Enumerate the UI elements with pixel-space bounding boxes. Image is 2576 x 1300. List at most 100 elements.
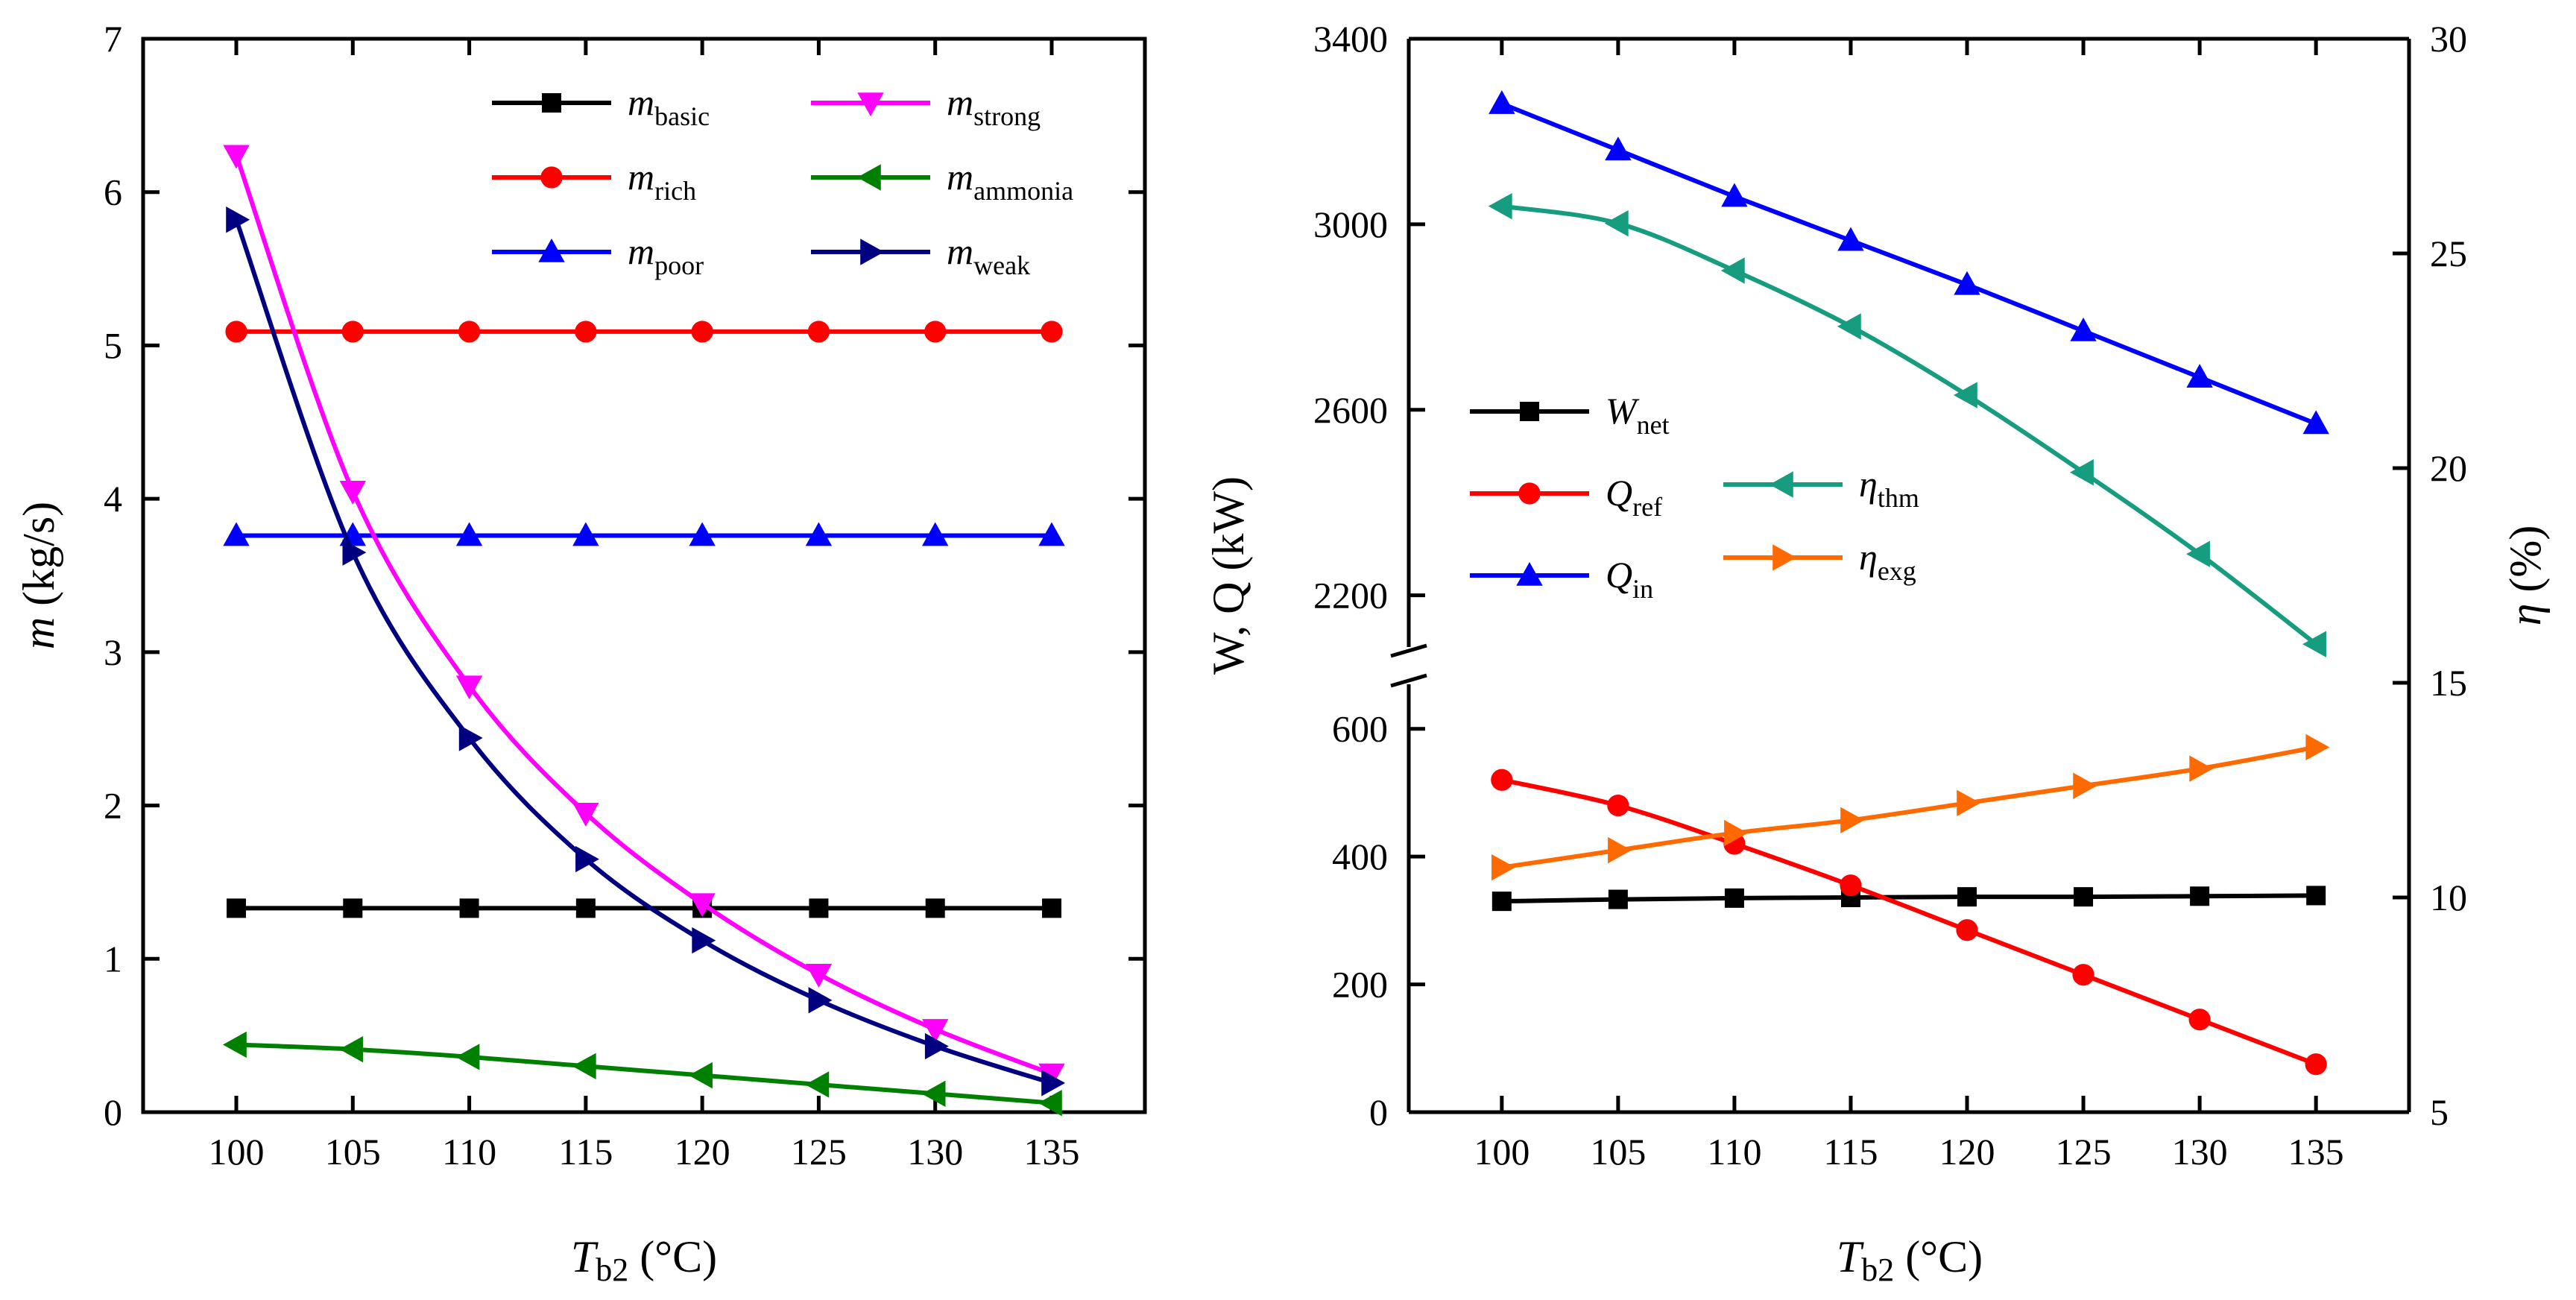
right-point-ethm-115 <box>1837 313 1861 340</box>
right-point-qref-125 <box>2072 964 2094 986</box>
left-point-ammonia-120 <box>689 1061 713 1089</box>
left-point-strong-110 <box>455 675 483 700</box>
right-series <box>1488 90 2330 1076</box>
right-y-right-tick-label-10: 10 <box>2430 877 2467 918</box>
right-x-tick-label-110: 110 <box>1707 1131 1761 1173</box>
right-legend: Wnet Qref Qin ηthm ηexg <box>1470 390 1919 604</box>
right-chart: 100 105 110 115 120 125 130 1350200400600220026… <box>1204 18 2550 1288</box>
left-point-poor-120 <box>689 522 716 546</box>
right-point-wnet-135 <box>2306 886 2326 906</box>
left-point-basic-105 <box>343 898 363 918</box>
left-point-weak-135 <box>1041 1070 1066 1097</box>
legend-label-ethm: ηthm <box>1859 463 1919 513</box>
right-point-qin-100 <box>1489 90 1515 114</box>
right-series-line-wnet <box>1501 893 2317 904</box>
right-point-ethm-130 <box>2186 540 2210 567</box>
right-point-qin-125 <box>2070 317 2097 341</box>
right-x-tick-label-135: 135 <box>2288 1131 2344 1173</box>
left-point-rich-135 <box>1041 321 1063 343</box>
right-series-line-qin <box>1500 101 2317 426</box>
left-point-weak-105 <box>342 539 367 566</box>
left-point-rich-100 <box>225 321 247 343</box>
right-point-wnet-120 <box>1957 887 1977 907</box>
left-series-line-weak <box>234 218 1052 1085</box>
right-y-right-tick-label-30: 30 <box>2430 18 2467 60</box>
left-x-tick-label-115: 115 <box>558 1131 613 1173</box>
right-point-qin-115 <box>1837 227 1864 251</box>
legend-marker-qref <box>1518 482 1541 505</box>
right-point-qref-115 <box>1840 874 1862 897</box>
left-point-ammonia-130 <box>921 1080 946 1108</box>
right-point-eexg-125 <box>2073 772 2097 799</box>
left-y-tick-label-7: 7 <box>104 18 122 60</box>
legend-marker-rich <box>540 166 563 189</box>
left-point-weak-125 <box>808 987 833 1014</box>
right-point-qref-120 <box>1956 919 1978 941</box>
left-point-strong-100 <box>223 145 250 169</box>
left-point-rich-130 <box>924 321 947 343</box>
right-x-tick-label-120: 120 <box>1939 1131 1995 1173</box>
legend-label-basic: mbasic <box>628 81 710 131</box>
legend-marker-basic <box>542 93 561 113</box>
right-y-left-tick-label-3400: 3400 <box>1313 18 1388 60</box>
left-series <box>222 145 1066 1117</box>
left-y-tick-label-2: 2 <box>104 785 122 827</box>
right-y-axis-title-right: η (%) <box>2501 526 2550 626</box>
left-series-line-strong <box>234 154 1053 1076</box>
left-x-tick-label-125: 125 <box>791 1131 847 1173</box>
right-point-eexg-110 <box>1724 819 1748 847</box>
left-x-tick-label-100: 100 <box>209 1131 265 1173</box>
left-y-tick-label-3: 3 <box>104 631 122 673</box>
right-point-eexg-130 <box>2189 755 2214 782</box>
left-point-basic-110 <box>459 898 479 918</box>
right-series-line-qref <box>1501 777 2317 1067</box>
legend-marker-poor <box>538 238 565 262</box>
left-series-line-ammonia <box>236 1042 1052 1105</box>
left-point-strong-130 <box>921 1019 949 1043</box>
right-point-ethm-110 <box>1720 257 1745 284</box>
left-point-weak-100 <box>226 206 250 233</box>
left-y-tick-label-4: 4 <box>104 478 122 520</box>
left-point-strong-120 <box>689 893 716 918</box>
left-point-rich-110 <box>458 321 481 343</box>
right-point-eexg-105 <box>1608 836 1632 864</box>
left-point-rich-105 <box>341 321 364 343</box>
legend-marker-weak <box>860 239 885 265</box>
right-point-qref-105 <box>1607 794 1629 817</box>
left-point-ammonia-105 <box>339 1035 364 1063</box>
legend-label-weak: mweak <box>947 230 1030 280</box>
axis-break-mark <box>1390 643 1427 688</box>
legend-label-poor: mpoor <box>628 230 704 280</box>
right-ticks: 100 105 110 115 120 125 130 1350200400600220026… <box>1313 18 2467 1173</box>
right-point-wnet-100 <box>1491 892 1512 912</box>
right-x-axis-title: Tb2 (°C) <box>1837 1232 1983 1288</box>
right-point-qin-110 <box>1721 183 1748 207</box>
right-point-qref-135 <box>2305 1053 2327 1076</box>
left-point-weak-115 <box>575 845 599 873</box>
left-point-ammonia-135 <box>1038 1089 1062 1117</box>
left-y-axis-title: m (kg/s) <box>14 502 63 649</box>
left-point-strong-105 <box>339 481 367 505</box>
right-y-left-tick-label-600: 600 <box>1332 708 1388 750</box>
left-point-weak-120 <box>692 927 716 954</box>
legend-marker-qin <box>1516 561 1543 586</box>
left-point-rich-115 <box>575 321 597 343</box>
right-y-left-tick-label-2600: 2600 <box>1313 389 1388 431</box>
left-point-basic-135 <box>1041 898 1061 918</box>
left-y-tick-label-6: 6 <box>104 171 122 213</box>
legend-label-wnet: Wnet <box>1606 390 1670 440</box>
right-y-right-tick-label-25: 25 <box>2430 233 2467 274</box>
left-y-tick-label-1: 1 <box>104 938 122 979</box>
left-point-poor-115 <box>572 522 599 546</box>
right-y-right-tick-label-20: 20 <box>2430 447 2467 489</box>
left-point-poor-125 <box>805 522 833 546</box>
right-y-left-tick-label-200: 200 <box>1332 964 1388 1006</box>
right-y-right-tick-label-5: 5 <box>2430 1091 2449 1133</box>
right-x-tick-label-100: 100 <box>1474 1131 1530 1173</box>
left-point-ammonia-115 <box>572 1053 596 1079</box>
right-point-wnet-125 <box>2074 887 2094 907</box>
right-y-left-tick-label-2200: 2200 <box>1313 575 1388 616</box>
legend-marker-wnet <box>1520 402 1539 421</box>
right-point-ethm-100 <box>1488 192 1512 220</box>
